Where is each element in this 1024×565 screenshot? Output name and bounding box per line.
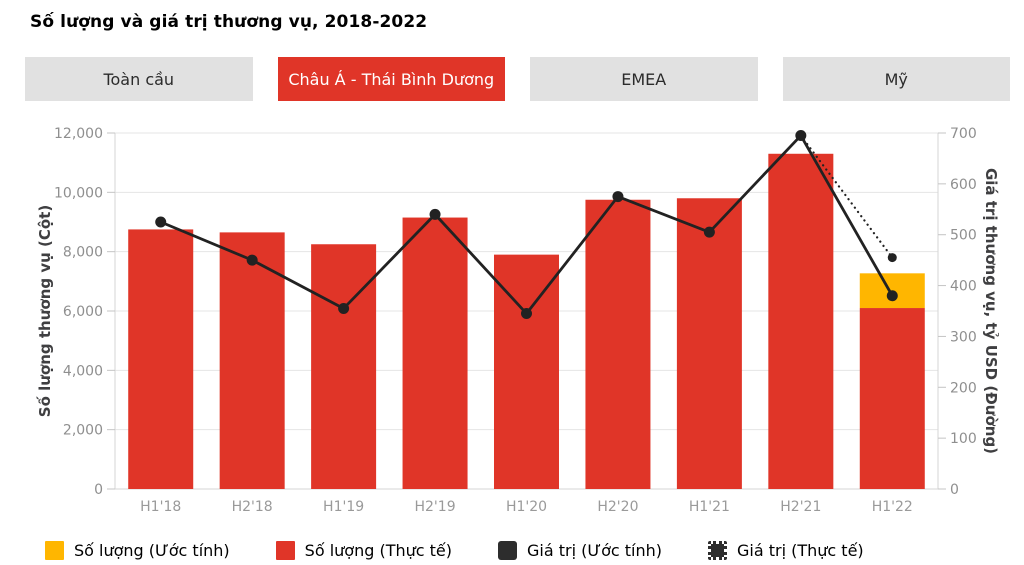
right-tick-label: 0 — [950, 482, 959, 498]
value-dot-H2'18 — [246, 254, 258, 266]
legend-item-value-estimate: Giá trị (Ước tính) — [498, 540, 662, 560]
x-category-label: H2'20 — [597, 499, 638, 515]
left-tick-label: 6,000 — [63, 304, 103, 320]
legend-label: Số lượng (Thực tế) — [304, 540, 452, 560]
right-tick-label: 600 — [950, 177, 977, 193]
right-tick-label: 400 — [950, 279, 977, 295]
x-category-label: H1'18 — [140, 499, 181, 515]
legend-label: Giá trị (Thực tế) — [737, 540, 864, 560]
legend-label: Số lượng (Ước tính) — [74, 540, 230, 560]
left-tick-label: 12,000 — [54, 126, 103, 142]
left-tick-label: 2,000 — [63, 423, 103, 439]
value-dot-H1'18 — [155, 216, 167, 228]
legend-item-count-estimate: Số lượng (Ước tính) — [45, 540, 230, 560]
left-tick-label: 0 — [94, 482, 103, 498]
x-category-label: H2'18 — [232, 499, 273, 515]
value-dot-dotted-end — [887, 253, 897, 263]
x-category-label: H1'21 — [689, 499, 730, 515]
legend-swatch-dark-dotted-icon — [708, 540, 727, 560]
value-dot-H1'22 — [886, 290, 898, 302]
right-tick-label: 100 — [950, 431, 977, 447]
legend-item-value-actual: Giá trị (Thực tế) — [708, 540, 864, 560]
bar-actual-H2'20 — [585, 199, 651, 489]
bar-actual-H2'19 — [402, 217, 468, 490]
bar-actual-H1'19 — [311, 244, 377, 489]
x-category-label: H1'22 — [872, 499, 913, 515]
region-tabs: Toàn cầu Châu Á - Thái Bình Dương EMEA M… — [25, 57, 1010, 101]
value-dot-H1'21 — [703, 226, 715, 238]
bar-actual-H2'18 — [219, 232, 285, 489]
legend-swatch-dark-solid-icon — [498, 540, 517, 560]
bar-actual-H1'22 — [859, 308, 925, 489]
bar-actual-H2'21 — [768, 153, 834, 489]
value-dot-H1'20 — [521, 308, 532, 320]
right-tick-label: 200 — [950, 380, 977, 396]
left-tick-label: 8,000 — [63, 245, 103, 261]
tab-asia-pacific[interactable]: Châu Á - Thái Bình Dương — [277, 57, 505, 101]
right-tick-label: 500 — [950, 228, 977, 244]
x-category-label: H1'19 — [323, 499, 364, 515]
right-axis-title: Giá trị thương vụ, tỷ USD (Đường) — [982, 167, 1000, 455]
tab-emea[interactable]: EMEA — [530, 57, 758, 101]
tab-americas[interactable]: Mỹ — [782, 57, 1010, 101]
value-dot-H2'19 — [429, 208, 441, 220]
bar-actual-H1'18 — [128, 229, 194, 489]
x-category-label: H2'21 — [780, 499, 821, 515]
legend-swatch-red-icon — [275, 540, 295, 560]
legend-item-count-actual: Số lượng (Thực tế) — [275, 540, 452, 560]
right-tick-label: 700 — [950, 126, 977, 142]
tab-global[interactable]: Toàn cầu — [25, 57, 253, 101]
left-tick-label: 10,000 — [54, 185, 103, 201]
left-tick-label: 4,000 — [63, 363, 103, 379]
bar-actual-H1'21 — [676, 198, 742, 489]
x-category-label: H1'20 — [506, 499, 547, 515]
value-line-dotted — [799, 134, 894, 259]
x-category-label: H2'19 — [415, 499, 456, 515]
bar-actual-H1'20 — [494, 254, 559, 489]
right-tick-label: 300 — [950, 329, 977, 345]
value-dot-H2'21 — [795, 130, 807, 142]
left-axis-title: Số lượng thương vụ (Cột) — [36, 204, 54, 418]
page-title: Số lượng và giá trị thương vụ, 2018-2022 — [30, 12, 428, 32]
value-dot-H2'20 — [612, 191, 624, 203]
legend-swatch-yellow-icon — [45, 540, 64, 560]
chart-legend: Số lượng (Ước tính) Số lượng (Thực tế) G… — [45, 538, 864, 562]
legend-label: Giá trị (Ước tính) — [527, 540, 662, 560]
value-dot-H1'19 — [338, 302, 350, 314]
